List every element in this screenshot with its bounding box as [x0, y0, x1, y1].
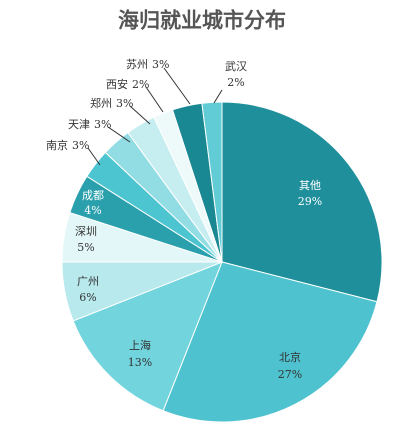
- slice-label: 西安: [106, 77, 128, 91]
- slice-label: 广州: [77, 275, 99, 288]
- slice-label: 苏州: [126, 58, 148, 71]
- value-label: 4%: [84, 204, 101, 217]
- value-label: 3%: [94, 118, 111, 131]
- slice-label: 成都: [82, 189, 104, 202]
- value-label: 3%: [72, 139, 89, 152]
- slice-label: 武汉: [225, 60, 247, 73]
- slice-label: 南京: [46, 138, 68, 152]
- slice-label: 北京: [279, 350, 301, 364]
- value-label: 29%: [298, 195, 322, 208]
- slice-label: 深圳: [75, 225, 97, 238]
- value-label: 2%: [227, 76, 244, 89]
- slice-label: 天津: [68, 118, 90, 131]
- value-label: 27%: [278, 368, 302, 381]
- slice-label: 上海: [129, 338, 151, 352]
- pie-slice: [221, 101, 383, 303]
- value-label: 6%: [79, 291, 96, 304]
- value-label: 13%: [128, 356, 152, 369]
- leader-line: [87, 147, 101, 166]
- slice-label: 郑州: [90, 96, 112, 110]
- pie-slice: [201, 101, 223, 263]
- leader-line: [163, 67, 191, 105]
- leader-line: [145, 86, 164, 113]
- value-label: 5%: [77, 241, 94, 254]
- value-label: 2%: [132, 78, 149, 91]
- value-label: 3%: [116, 97, 133, 110]
- value-label: 3%: [152, 58, 169, 71]
- leader-line: [213, 89, 223, 104]
- leader-line: [107, 126, 131, 143]
- leader-line: [129, 105, 151, 125]
- pie-slice: [72, 261, 223, 412]
- pie-slice: [162, 261, 378, 423]
- chart-title: 海归就业城市分布: [118, 8, 286, 33]
- slice-label: 其他: [299, 179, 321, 192]
